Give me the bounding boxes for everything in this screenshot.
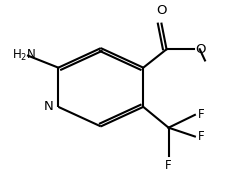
Text: O: O xyxy=(195,43,206,56)
Text: F: F xyxy=(165,159,172,172)
Text: N: N xyxy=(44,100,53,113)
Text: F: F xyxy=(198,108,205,121)
Text: F: F xyxy=(198,130,205,143)
Text: H$_2$N: H$_2$N xyxy=(12,48,36,63)
Text: O: O xyxy=(156,4,167,17)
